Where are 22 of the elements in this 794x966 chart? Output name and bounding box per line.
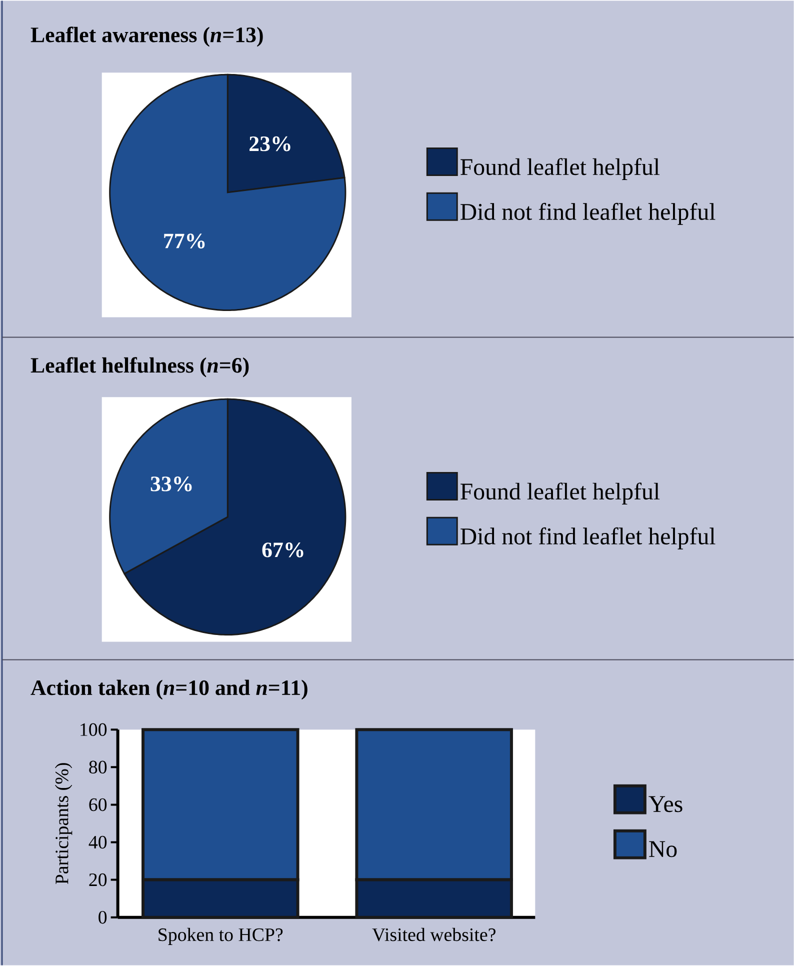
y-tick-label: 60 — [89, 798, 106, 812]
legend-label: Found leaflet helpful — [460, 158, 660, 180]
chart-title: Leaflet awareness (n=13) — [30, 26, 263, 47]
y-axis-title: Participants (%) — [54, 763, 72, 884]
data-label: 33% — [150, 476, 192, 492]
data-label: 23% — [249, 136, 290, 152]
chart-title: Leaflet helfulness (n=6) — [30, 357, 249, 378]
y-tick-label: 100 — [80, 723, 106, 736]
y-tick-label: 40 — [88, 836, 106, 849]
x-tick-label: Spoken to HCP? — [158, 928, 282, 945]
legend-label: No — [648, 841, 677, 858]
y-tick-label: 20 — [89, 873, 106, 886]
legend-label: Yes — [648, 796, 682, 812]
legend-label: Found leaflet helpful — [460, 482, 660, 504]
y-tick-label: 80 — [89, 760, 106, 774]
x-tick-label: Visited website? — [372, 928, 496, 942]
chart-title: Action taken (n=10 and n=11) — [30, 680, 308, 700]
y-tick-label: 0 — [98, 910, 106, 924]
data-label: 67% — [262, 542, 304, 558]
data-label: 77% — [164, 234, 204, 248]
legend-label: Did not find leaflet helpful — [460, 202, 716, 225]
legend-label: Did not find leaflet helpful — [460, 527, 716, 550]
